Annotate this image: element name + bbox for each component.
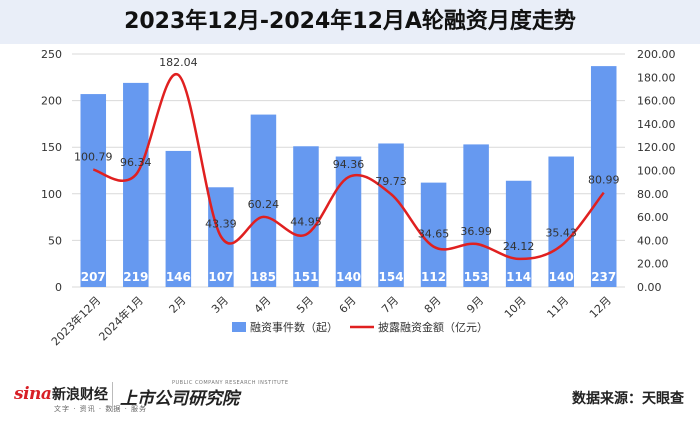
x-tick-label: 7月 xyxy=(379,294,401,316)
bar-value-label: 112 xyxy=(421,270,446,284)
bar xyxy=(420,182,447,287)
legend-swatch-bar xyxy=(232,322,246,332)
line-value-label: 36.99 xyxy=(460,225,492,238)
x-tick-label: 8月 xyxy=(422,294,444,316)
bar xyxy=(80,94,107,287)
x-tick-label: 2月 xyxy=(167,294,189,316)
bar xyxy=(165,150,192,287)
x-tick-label: 10月 xyxy=(502,294,529,321)
bar-value-label: 153 xyxy=(464,270,489,284)
x-tick-label: 2023年12月 xyxy=(48,293,103,348)
bar-value-label: 140 xyxy=(549,270,574,284)
bar-value-label: 154 xyxy=(379,270,404,284)
bar-value-label: 219 xyxy=(123,270,148,284)
y-right-tick-label: 0.00 xyxy=(637,281,662,294)
line-value-label: 24.12 xyxy=(503,240,535,253)
y-right-tick-label: 80.00 xyxy=(637,188,669,201)
bar-value-label: 140 xyxy=(336,270,361,284)
y-left-tick-label: 50 xyxy=(48,234,62,247)
y-left-tick-label: 200 xyxy=(41,95,62,108)
sina-logo: sina xyxy=(14,384,52,404)
amount-line xyxy=(92,73,605,261)
line-value-label: 35.43 xyxy=(545,227,577,240)
x-tick-label: 5月 xyxy=(294,294,316,316)
bar xyxy=(293,146,319,287)
x-tick-label: 3月 xyxy=(209,294,231,316)
legend-label-bar: 融资事件数（起） xyxy=(250,321,338,334)
line-value-label: 94.36 xyxy=(333,158,365,171)
line-value-label: 43.39 xyxy=(205,217,237,230)
y-right-tick-label: 100.00 xyxy=(637,165,676,178)
bar xyxy=(548,156,574,287)
line-value-label: 96.34 xyxy=(120,156,152,169)
y-left-tick-label: 100 xyxy=(41,188,62,201)
x-tick-label: 4月 xyxy=(252,294,274,316)
y-right-tick-label: 20.00 xyxy=(637,258,669,271)
line-value-label: 60.24 xyxy=(248,198,280,211)
line-value-label: 80.99 xyxy=(588,174,620,187)
line-value-label: 34.65 xyxy=(418,228,450,241)
x-tick-label: 6月 xyxy=(337,294,359,316)
y-left-tick-label: 150 xyxy=(41,141,62,154)
chart-title: 2023年12月-2024年12月A轮融资月度走势 xyxy=(124,9,576,34)
title-bar xyxy=(0,0,700,44)
bar-value-label: 114 xyxy=(506,270,531,284)
line-value-label: 100.79 xyxy=(74,151,113,164)
bar xyxy=(463,144,489,287)
y-right-tick-label: 60.00 xyxy=(637,211,669,224)
x-tick-label: 9月 xyxy=(464,294,486,316)
x-tick-label: 11月 xyxy=(544,294,571,321)
y-right-tick-label: 160.00 xyxy=(637,95,676,108)
x-tick-label: 12月 xyxy=(587,294,614,321)
y-right-tick-label: 120.00 xyxy=(637,141,676,154)
bar xyxy=(250,114,277,287)
y-right-tick-label: 200.00 xyxy=(637,48,676,61)
y-right-tick-label: 140.00 xyxy=(637,118,676,131)
bar-value-label: 237 xyxy=(591,270,616,284)
bar xyxy=(123,82,149,287)
logo-divider xyxy=(112,382,113,412)
sina-finance-logo-subtitle: 文字 · 资讯 · 数据 · 服务 xyxy=(54,405,148,413)
y-left-tick-label: 250 xyxy=(41,48,62,61)
footer: sina 新浪财经 文字 · 资讯 · 数据 · 服务 上市公司研究院 PUBL… xyxy=(0,374,700,429)
bar-value-label: 146 xyxy=(166,270,191,284)
bar xyxy=(505,180,532,287)
sina-finance-logo-text: 新浪财经 xyxy=(52,387,108,403)
line-value-label: 79.73 xyxy=(375,175,407,188)
bar xyxy=(378,143,404,287)
line-value-label: 44.95 xyxy=(290,216,322,229)
bar-value-label: 207 xyxy=(81,270,106,284)
legend-label-line: 披露融资金额（亿元） xyxy=(378,320,488,334)
research-institute-logo-subtitle: PUBLIC COMPANY RESEARCH INSTITUTE xyxy=(172,380,289,386)
data-source: 数据来源：天眼查 xyxy=(572,391,684,407)
x-tick-label: 2024年1月 xyxy=(96,293,146,343)
y-left-tick-label: 0 xyxy=(55,281,62,294)
bar xyxy=(590,66,617,287)
bar-value-label: 107 xyxy=(208,270,233,284)
y-right-tick-label: 40.00 xyxy=(637,234,669,247)
line-value-label: 182.04 xyxy=(159,56,198,69)
research-institute-logo-text: 上市公司研究院 xyxy=(120,389,239,409)
bar-value-label: 185 xyxy=(251,270,276,284)
y-right-tick-label: 180.00 xyxy=(637,71,676,84)
bar-value-label: 151 xyxy=(293,270,318,284)
chart: 0 50 100 150 200 250 0.00 20.00 40.00 60.00 80.00 1… xyxy=(41,48,676,348)
